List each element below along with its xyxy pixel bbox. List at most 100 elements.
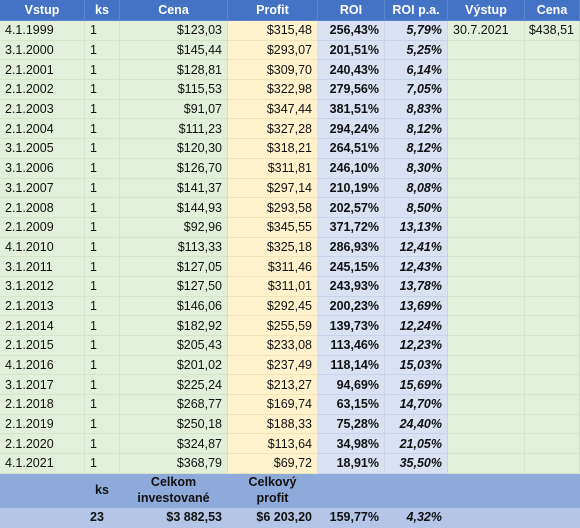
table-cell: [525, 217, 580, 238]
table-cell: [525, 99, 580, 120]
table-cell: $311,81: [228, 158, 318, 179]
table-cell: 1: [85, 257, 120, 277]
table-cell: 75,28%: [318, 414, 385, 435]
table-cell: 1: [85, 60, 120, 81]
header-cell: Výstup: [448, 0, 525, 21]
table-cell: 4.1.2016: [0, 355, 85, 376]
table-cell: 1: [85, 139, 120, 159]
table-cell: 2.1.2001: [0, 60, 85, 81]
table-cell: [525, 296, 580, 317]
table-cell: 294,24%: [318, 119, 385, 140]
table-cell: [448, 395, 525, 415]
table-cell: 139,73%: [318, 316, 385, 336]
table-cell: 6,14%: [385, 60, 448, 81]
table-cell: 1: [85, 316, 120, 336]
table-cell: [525, 276, 580, 297]
table-cell: $345,55: [228, 217, 318, 238]
table-cell: 13,78%: [385, 276, 448, 297]
summary-header-cell: Celkový profit: [228, 473, 318, 508]
table-cell: 5,79%: [385, 21, 448, 41]
table-cell: [525, 257, 580, 277]
table-cell: 3.1.2012: [0, 276, 85, 297]
table-cell: [448, 40, 525, 61]
table-cell: 1: [85, 296, 120, 317]
table-cell: [448, 316, 525, 336]
table-cell: 3.1.2006: [0, 158, 85, 179]
table-cell: 4.1.1999: [0, 21, 85, 41]
table-cell: 1: [85, 119, 120, 140]
table-cell: 8,50%: [385, 198, 448, 218]
table-cell: [448, 237, 525, 258]
table-cell: 13,13%: [385, 217, 448, 238]
table-cell: 18,91%: [318, 454, 385, 474]
table-cell: $347,44: [228, 99, 318, 120]
table-cell: $297,14: [228, 178, 318, 199]
table-cell: 1: [85, 355, 120, 376]
table-cell: 30.7.2021: [448, 21, 525, 41]
table-cell: $188,33: [228, 414, 318, 435]
table-cell: $111,23: [120, 119, 228, 140]
table-cell: [448, 276, 525, 297]
header-cell: Vstup: [0, 0, 85, 21]
table-cell: $141,37: [120, 178, 228, 199]
summary-total-cell: [0, 507, 85, 528]
table-cell: $438,51: [525, 21, 580, 41]
table-cell: 3.1.2000: [0, 40, 85, 61]
table-cell: 113,46%: [318, 336, 385, 356]
summary-total-cell: $3 882,53: [120, 507, 228, 528]
summary-total-cell: 4,32%: [385, 507, 448, 528]
table-cell: [448, 60, 525, 81]
table-cell: 12,41%: [385, 237, 448, 258]
summary-header-cell: [0, 473, 85, 508]
table-cell: 202,57%: [318, 198, 385, 218]
table-cell: 1: [85, 80, 120, 100]
table-cell: 1: [85, 375, 120, 396]
table-cell: [525, 237, 580, 258]
table-cell: $144,93: [120, 198, 228, 218]
table-cell: 1: [85, 276, 120, 297]
table-cell: 94,69%: [318, 375, 385, 396]
table-cell: [448, 198, 525, 218]
table-cell: 371,72%: [318, 217, 385, 238]
table-cell: $292,45: [228, 296, 318, 317]
table-cell: [448, 80, 525, 100]
table-cell: 12,24%: [385, 316, 448, 336]
table-cell: 12,23%: [385, 336, 448, 356]
table-cell: 1: [85, 217, 120, 238]
summary-total-cell: $6 203,20: [228, 507, 318, 528]
table-cell: 63,15%: [318, 395, 385, 415]
header-cell: Cena: [120, 0, 228, 21]
table-cell: $201,02: [120, 355, 228, 376]
table-cell: 279,56%: [318, 80, 385, 100]
table-cell: 2.1.2018: [0, 395, 85, 415]
summary-header-cell: ks: [85, 473, 120, 508]
table-cell: 264,51%: [318, 139, 385, 159]
table-cell: [448, 178, 525, 199]
table-cell: $325,18: [228, 237, 318, 258]
table-cell: $127,05: [120, 257, 228, 277]
summary-total-cell: 23: [85, 507, 120, 528]
table-cell: $250,18: [120, 414, 228, 435]
table-cell: [525, 158, 580, 179]
table-cell: 35,50%: [385, 454, 448, 474]
header-cell: ks: [85, 0, 120, 21]
table-cell: 210,19%: [318, 178, 385, 199]
table-cell: 1: [85, 395, 120, 415]
table-cell: [448, 296, 525, 317]
summary-total-cell: [525, 507, 580, 528]
table-cell: 2.1.2020: [0, 434, 85, 455]
table-cell: $225,24: [120, 375, 228, 396]
table-cell: [525, 60, 580, 81]
table-cell: 15,69%: [385, 375, 448, 396]
summary-header-cell: [385, 473, 448, 508]
table-cell: 243,93%: [318, 276, 385, 297]
table-cell: 1: [85, 21, 120, 41]
table-cell: 3.1.2017: [0, 375, 85, 396]
table-cell: [525, 40, 580, 61]
table-cell: $322,98: [228, 80, 318, 100]
table-cell: $69,72: [228, 454, 318, 474]
table-cell: 4.1.2010: [0, 237, 85, 258]
table-cell: 201,51%: [318, 40, 385, 61]
table-cell: [448, 375, 525, 396]
